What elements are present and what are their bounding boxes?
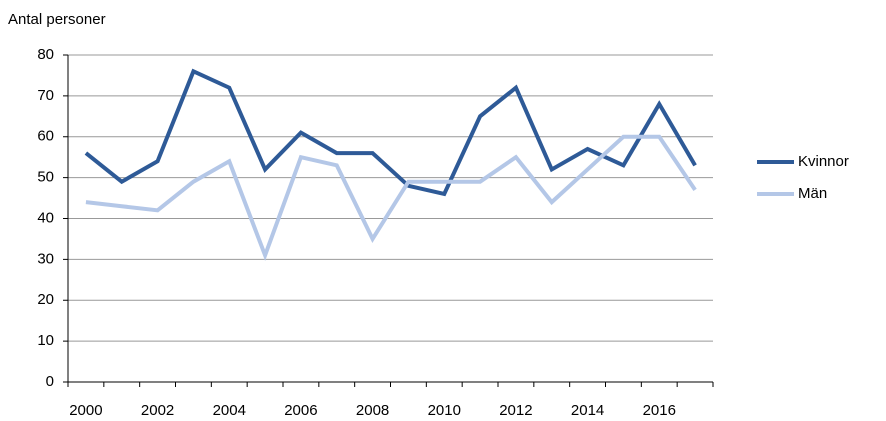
y-tick-label: 50 — [37, 169, 54, 186]
x-tick-label: 2014 — [571, 402, 604, 419]
x-tick-label: 2016 — [643, 402, 676, 419]
y-tick-label: 10 — [37, 332, 54, 349]
x-tick-label: 2012 — [499, 402, 532, 419]
y-tick-label: 80 — [37, 46, 54, 63]
x-tick-label: 2000 — [69, 402, 102, 419]
series-line — [85, 134, 697, 262]
legend-label: Kvinnor — [798, 153, 849, 170]
legend-label: Män — [798, 185, 827, 202]
y-tick-label: 20 — [37, 291, 54, 308]
x-tick-label: 2010 — [428, 402, 461, 419]
x-tick-label: 2008 — [356, 402, 389, 419]
series-line — [84, 68, 697, 197]
y-tick-label: 60 — [37, 128, 54, 145]
y-axis-label: Antal personer — [8, 11, 106, 28]
x-tick-label: 2004 — [213, 402, 246, 419]
y-tick-label: 0 — [46, 373, 54, 390]
y-tick-label: 40 — [37, 209, 54, 226]
x-tick-label: 2002 — [141, 402, 174, 419]
y-tick-label: 70 — [37, 87, 54, 104]
x-tick-label: 2006 — [284, 402, 317, 419]
y-tick-label: 30 — [37, 250, 54, 267]
